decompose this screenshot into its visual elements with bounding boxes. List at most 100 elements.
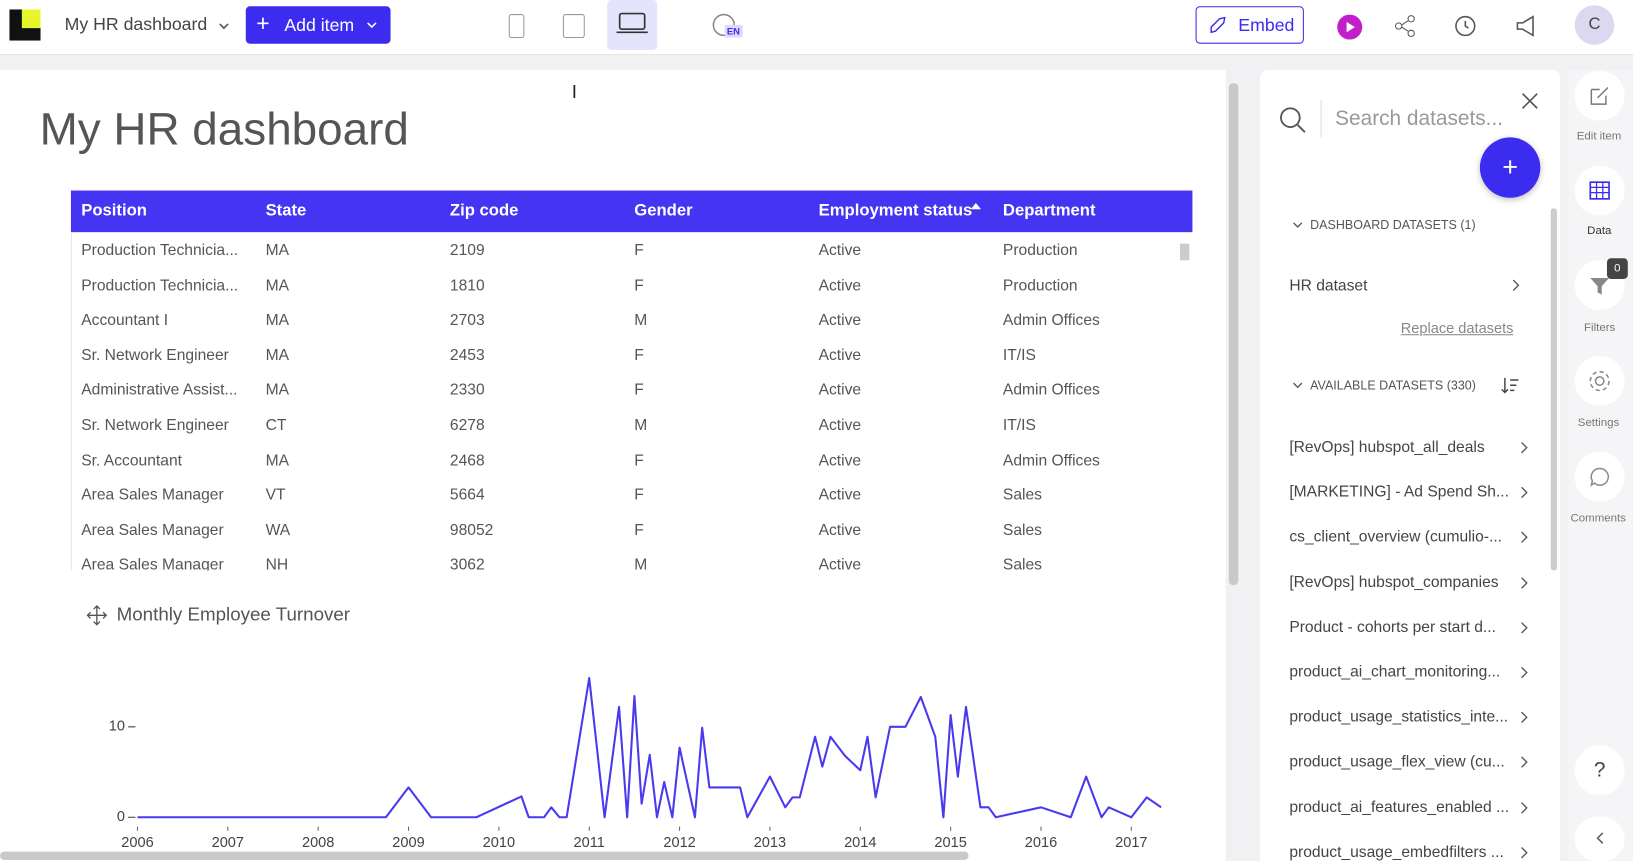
horizontal-scrollbar[interactable]: [0, 851, 969, 860]
help-button[interactable]: ?: [1574, 745, 1625, 796]
table-cell: 1810: [449, 276, 485, 295]
data-panel: [1260, 69, 1561, 861]
collapse-icon[interactable]: [1291, 219, 1303, 231]
dataset-item[interactable]: [MARKETING] - Ad Spend Sh...: [1260, 483, 1546, 514]
cursor: I: [571, 81, 577, 103]
table-cell: F: [634, 346, 644, 365]
replace-datasets-link[interactable]: Replace datasets: [1400, 319, 1514, 337]
gear-icon: [1589, 370, 1610, 392]
chevron-icon: [1521, 711, 1528, 724]
dataset-name: [RevOps] hubspot_companies: [1289, 573, 1499, 591]
chevron-path: [1521, 756, 1528, 769]
search-icon: [1280, 107, 1306, 133]
chevron-icon: [1521, 756, 1528, 769]
rail-label: Edit item: [1576, 130, 1622, 143]
chevron-icon: [1521, 801, 1528, 814]
x-tick-label: 2013: [754, 835, 786, 851]
search-input[interactable]: Search datasets...: [1335, 107, 1504, 131]
table-cell: 98052: [449, 521, 494, 540]
table-cell: CT: [265, 416, 287, 435]
desktop-view[interactable]: [607, 0, 658, 50]
logo[interactable]: [9, 9, 41, 41]
chevron-path: [1521, 531, 1528, 544]
comments-button[interactable]: [1574, 451, 1625, 502]
table-left-border: [70, 232, 72, 571]
table-cell: Admin Offices: [1002, 451, 1100, 470]
tablet-view[interactable]: [560, 12, 587, 39]
embed-button[interactable]: Embed: [1195, 6, 1304, 44]
table-cell: Active: [818, 556, 862, 571]
chevron-icon: [1521, 441, 1528, 454]
column-header[interactable]: Zip code: [449, 201, 519, 220]
chevron-path: [1521, 486, 1528, 499]
dropdown-icon[interactable]: [217, 19, 232, 34]
dataset-item[interactable]: [RevOps] hubspot_all_deals: [1260, 438, 1546, 469]
move-handle[interactable]: [86, 604, 108, 626]
table-cell: Sr. Network Engineer: [81, 346, 229, 365]
dataset-item[interactable]: cs_client_overview (cumulio-...: [1260, 528, 1546, 559]
preview-button[interactable]: [1336, 14, 1363, 41]
collapse-icon[interactable]: [1291, 379, 1303, 391]
add-item-button[interactable]: + Add item: [245, 6, 391, 44]
share-icon[interactable]: [1392, 14, 1417, 39]
chevron-icon: [1521, 531, 1528, 544]
vertical-scrollbar[interactable]: [1228, 83, 1239, 586]
settings-button[interactable]: [1574, 356, 1625, 407]
column-header[interactable]: State: [265, 201, 307, 220]
column-header[interactable]: Gender: [634, 201, 693, 220]
dataset-item[interactable]: product_ai_chart_monitoring...: [1260, 663, 1546, 694]
chevron-icon: [1521, 621, 1528, 634]
table-cell: Production Technicia...: [81, 241, 239, 260]
avatar[interactable]: C: [1574, 5, 1615, 45]
column-header[interactable]: Position: [81, 201, 147, 220]
table-cell: Active: [818, 416, 862, 435]
rail-label: Data: [1587, 224, 1612, 238]
language-badge[interactable]: EN: [724, 24, 743, 38]
sort-icon[interactable]: [1500, 376, 1521, 395]
dashboard-title: My HR dashboard: [39, 104, 409, 156]
dataset-item[interactable]: product_usage_embedfilters ...: [1260, 843, 1546, 861]
chevron-path: [1521, 711, 1528, 724]
x-tick-label: 2010: [483, 835, 515, 851]
dataset-item[interactable]: [RevOps] hubspot_companies: [1260, 573, 1546, 604]
table-header: [70, 190, 1193, 233]
table-cell: Production: [1002, 241, 1078, 260]
add-dataset-button[interactable]: +: [1479, 137, 1541, 198]
history-icon[interactable]: [1453, 14, 1478, 39]
filter-count-badge: 0: [1606, 258, 1628, 280]
table-cell: 2453: [449, 346, 485, 365]
close-button[interactable]: [1521, 92, 1540, 111]
edit-item-button[interactable]: [1574, 70, 1625, 121]
chevron-path: [1521, 801, 1528, 814]
table-cell: 2468: [449, 451, 485, 470]
mobile-view[interactable]: [506, 12, 527, 39]
dataset-name: product_ai_features_enabled ...: [1289, 798, 1510, 816]
table-cell: F: [634, 241, 644, 260]
dashboard-name[interactable]: My HR dashboard: [64, 14, 208, 35]
dataset-item[interactable]: HR dataset: [1289, 276, 1368, 295]
table-cell: MA: [265, 346, 290, 365]
table-scrollbar[interactable]: [1179, 243, 1190, 261]
edit-icon: [1590, 86, 1609, 105]
chevron-path: [1521, 621, 1528, 634]
dataset-list: [RevOps] hubspot_all_deals [MARKETING] - …: [1260, 427, 1546, 861]
column-header[interactable]: Employment status: [818, 201, 973, 220]
chevron-icon[interactable]: [1510, 278, 1522, 293]
table-cell: F: [634, 486, 644, 505]
section-heading: DASHBOARD DATASETS (1): [1310, 217, 1476, 233]
data-button[interactable]: [1574, 165, 1625, 216]
table-cell: Active: [818, 346, 862, 365]
chevron-path: [1521, 576, 1528, 589]
dataset-item[interactable]: product_usage_flex_view (cu...: [1260, 753, 1546, 784]
dataset-item[interactable]: product_ai_features_enabled ...: [1260, 798, 1546, 829]
dataset-item[interactable]: Product - cohorts per start d...: [1260, 618, 1546, 649]
collapse-rail-button[interactable]: [1574, 816, 1625, 861]
dataset-item[interactable]: product_usage_statistics_inte...: [1260, 708, 1546, 739]
table-cell: VT: [265, 486, 286, 505]
panel-scrollbar[interactable]: [1550, 208, 1557, 571]
announce-icon[interactable]: [1514, 14, 1541, 39]
column-header[interactable]: Department: [1002, 201, 1096, 220]
table-cell: Active: [818, 241, 862, 260]
